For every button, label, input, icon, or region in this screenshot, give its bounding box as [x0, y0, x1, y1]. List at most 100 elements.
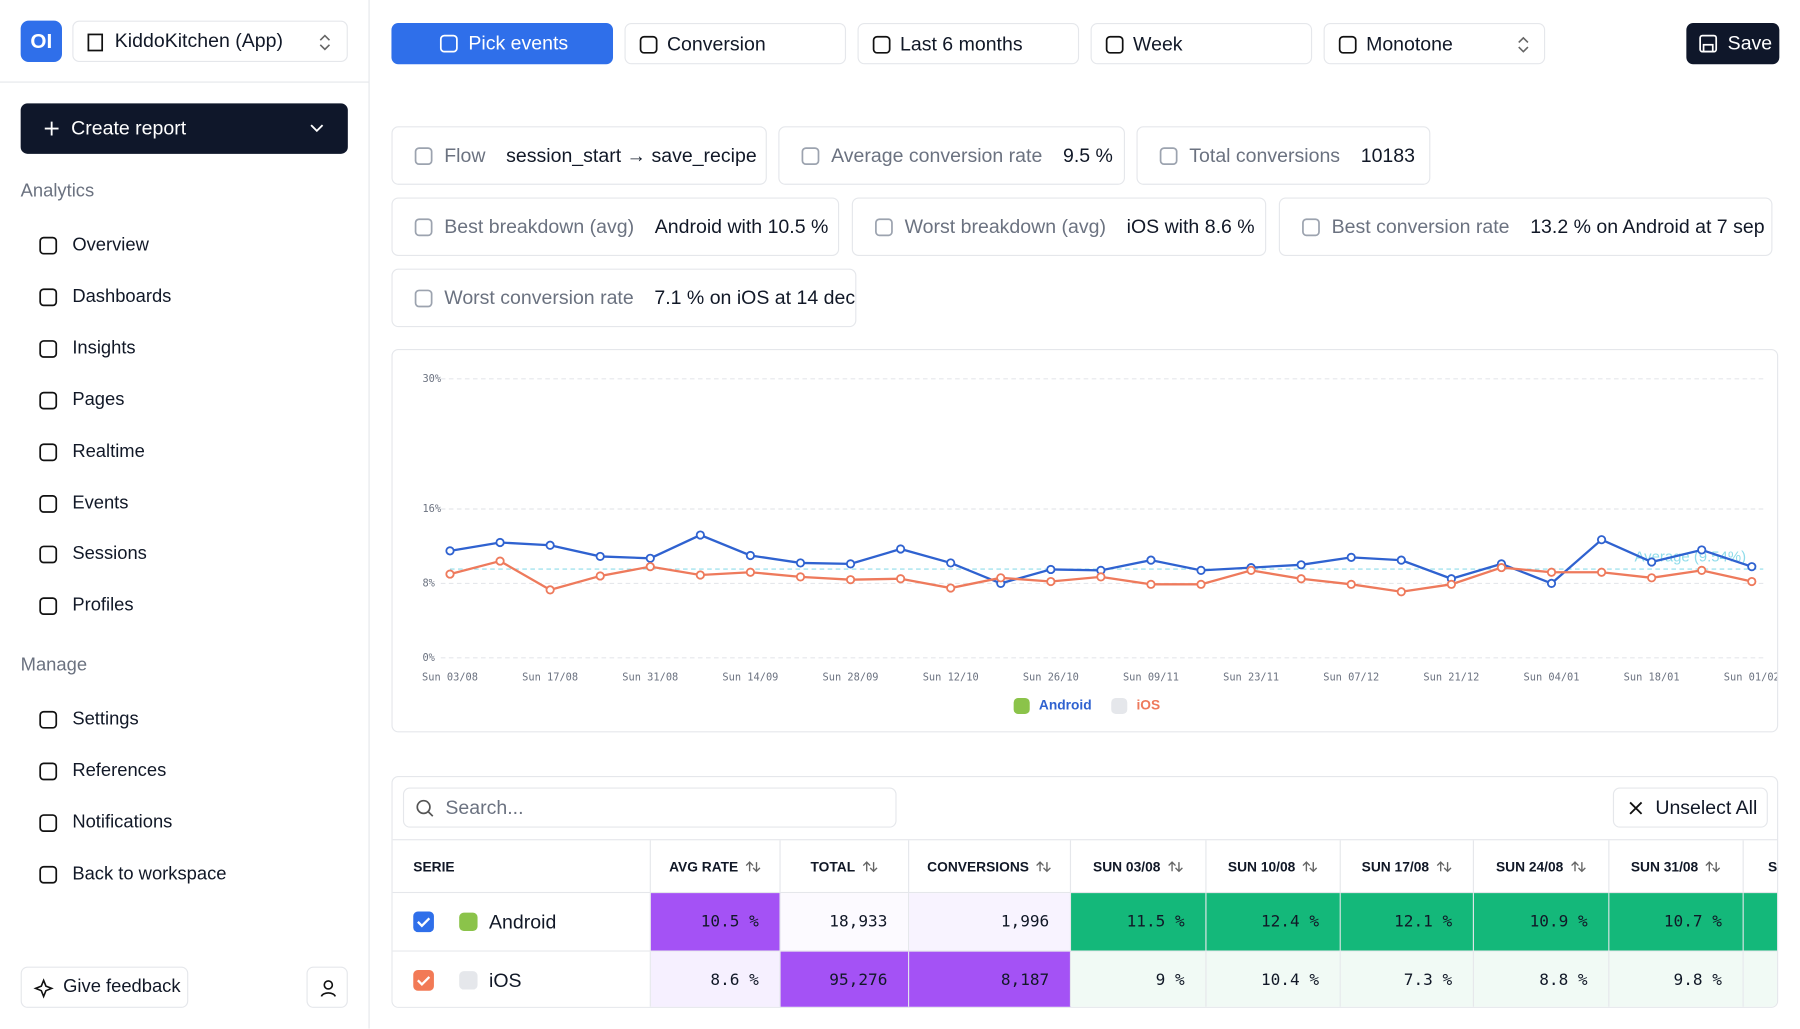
icon-shape — [439, 34, 458, 53]
search-input[interactable]: Search... — [402, 787, 897, 828]
toolbar-button[interactable]: Conversion — [624, 22, 847, 65]
cell-value: 9 % — [1155, 971, 1185, 990]
icon — [1159, 147, 1178, 166]
sort-path — [1436, 860, 1452, 872]
nav-item[interactable]: Notifications — [21, 802, 348, 843]
point — [595, 551, 605, 562]
column-label: SUN 03/08 — [1093, 858, 1161, 875]
column-label: SUN 17/08 — [1361, 858, 1430, 875]
column-header[interactable]: SERIE — [393, 840, 651, 892]
table-cell: 8.8 % — [1473, 951, 1610, 1007]
project-select[interactable]: KiddoKitchen (App) — [72, 20, 348, 62]
nav-item[interactable]: Realtime — [21, 431, 348, 472]
column-header[interactable]: SU — [1744, 840, 1777, 892]
column-header[interactable]: CONVERSIONS — [909, 840, 1072, 892]
cell-value: 12.4 % — [1260, 912, 1320, 931]
logo[interactable]: OI — [20, 20, 62, 62]
nav-label: Profiles — [72, 596, 134, 616]
point — [996, 573, 1006, 583]
nav-item[interactable]: Insights — [21, 328, 348, 369]
nav-item[interactable]: Dashboards — [21, 277, 348, 318]
table-cell — [1743, 893, 1778, 951]
point — [745, 567, 756, 577]
cell-value: 8,187 — [1000, 971, 1050, 990]
column-header[interactable]: AVG RATE — [651, 840, 781, 892]
point — [1246, 565, 1256, 575]
x-tick-label: Sun 04/01 — [1524, 671, 1580, 683]
icon-shape — [39, 597, 58, 616]
chevron-down — [310, 124, 324, 133]
point — [845, 575, 856, 585]
x-tick-label: Sun 17/08 — [522, 671, 578, 683]
nav-item[interactable]: Settings — [21, 699, 348, 740]
table-cell: 8.6 % — [650, 951, 781, 1007]
checkbox[interactable] — [413, 911, 434, 933]
create-report-button[interactable]: Create report — [20, 103, 348, 154]
point — [1046, 564, 1056, 575]
user-icon — [320, 980, 336, 997]
icon — [414, 289, 433, 308]
x-tick-label: Sun 31/08 — [622, 671, 678, 683]
column-header[interactable]: SUN 03/08 — [1071, 840, 1207, 892]
column-header[interactable]: SUN 24/08 — [1474, 840, 1610, 892]
icon-shape — [39, 546, 58, 564]
nav-item[interactable]: Back to workspace — [21, 854, 348, 895]
column-label: SUN 31/08 — [1630, 858, 1699, 875]
unselect-all-button[interactable]: Unselect All — [1612, 787, 1768, 828]
toolbar-label: Last 6 months — [899, 33, 1023, 56]
check-icon — [417, 917, 431, 928]
column-header[interactable]: TOTAL — [781, 840, 910, 892]
feedback-button[interactable]: Give feedback — [20, 966, 189, 1008]
stat-value: Android with 10.5 % — [654, 215, 829, 238]
table-cell: 9.8 % — [1609, 951, 1744, 1007]
chevrons — [1518, 36, 1529, 53]
point — [1296, 574, 1306, 584]
nav-item[interactable]: Pages — [21, 380, 348, 421]
legend-label: iOS — [1136, 698, 1160, 713]
nav-item[interactable]: References — [21, 751, 348, 792]
point — [1196, 565, 1206, 575]
save-label: Save — [1727, 32, 1773, 54]
nav-item[interactable]: Overview — [21, 225, 348, 266]
nav-section-title: Analytics — [20, 181, 95, 201]
x-tick-label: Sun 18/01 — [1624, 671, 1680, 683]
toolbar-button[interactable]: Week — [1090, 22, 1313, 65]
legend-label: Android — [1039, 698, 1092, 713]
cell-value: 12.1 % — [1394, 912, 1453, 931]
point — [1697, 545, 1707, 555]
stat-value: session_start → save_recipe — [506, 144, 757, 166]
x-tick-label: Sun 23/11 — [1223, 671, 1279, 683]
icon — [1338, 35, 1357, 54]
column-header[interactable]: SUN 17/08 — [1341, 840, 1474, 892]
nav-item[interactable]: Profiles — [21, 586, 348, 627]
toolbar-button[interactable]: Monotone — [1323, 22, 1546, 65]
sort-path — [1570, 860, 1586, 872]
search-icon — [416, 799, 434, 817]
icon — [639, 35, 658, 54]
point — [1647, 573, 1657, 583]
nav-item[interactable]: Sessions — [21, 534, 348, 575]
sort-icon — [1705, 860, 1721, 872]
cell-value: 10.5 % — [700, 912, 759, 931]
cell-value: 95,276 — [829, 971, 888, 990]
checkbox[interactable] — [413, 970, 434, 991]
table-cell: iOS — [392, 951, 651, 1007]
icon-shape — [1302, 218, 1320, 237]
save-button[interactable]: Save — [1686, 22, 1780, 65]
toolbar-label: Monotone — [1366, 33, 1453, 56]
user-button[interactable] — [306, 966, 348, 1008]
point — [896, 544, 906, 554]
point — [1096, 572, 1106, 582]
stat-value: 10183 — [1360, 144, 1416, 166]
nav-label: Insights — [72, 338, 136, 358]
toolbar-button[interactable]: Last 6 months — [857, 22, 1080, 65]
nav-item[interactable]: Events — [21, 483, 348, 524]
nav-label: Notifications — [72, 812, 173, 833]
column-header[interactable]: SUN 31/08 — [1609, 840, 1744, 892]
y-tick-label: 30% — [422, 373, 441, 385]
column-header[interactable]: SUN 10/08 — [1207, 840, 1341, 892]
toolbar-button[interactable]: Pick events — [391, 22, 614, 65]
cell-value: 10.4 % — [1260, 971, 1320, 990]
stat-card: Total conversions 10183 — [1136, 126, 1431, 185]
